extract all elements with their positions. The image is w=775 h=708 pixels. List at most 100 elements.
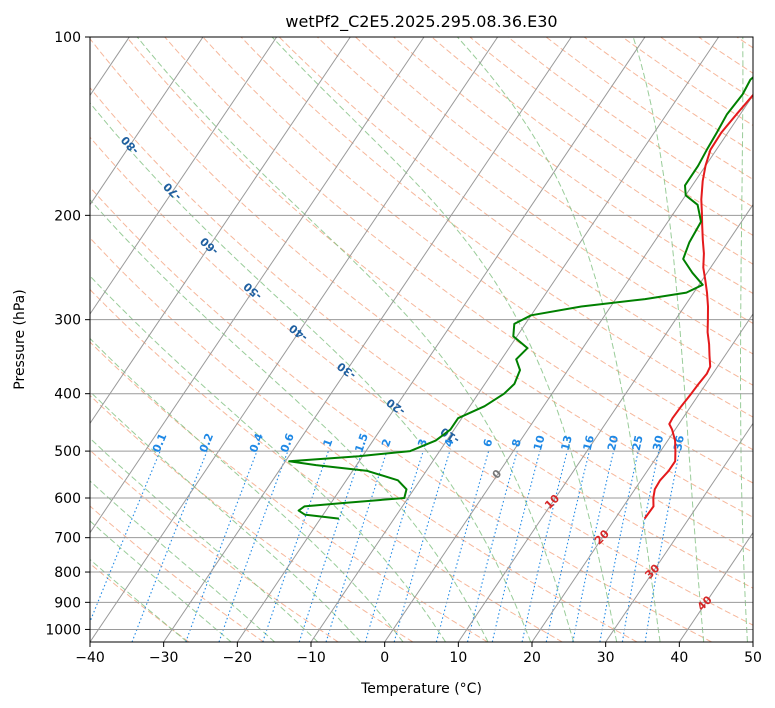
mixing-ratio-label: 16 bbox=[581, 434, 597, 452]
moist-adiabat-line bbox=[740, 37, 748, 642]
isotherm-line bbox=[163, 37, 572, 642]
moist-adiabat-line bbox=[632, 37, 705, 642]
dry-adiabat-line bbox=[355, 37, 753, 324]
isotherm-line bbox=[310, 37, 720, 642]
mixing-ratio-line bbox=[262, 450, 329, 642]
mixing-ratio-line bbox=[131, 450, 208, 642]
isotherm-line bbox=[90, 37, 204, 206]
dry-adiabat-line bbox=[90, 37, 753, 553]
x-tick-label: 10 bbox=[449, 650, 467, 666]
isotherm-line bbox=[90, 37, 425, 534]
y-tick-label: 800 bbox=[54, 565, 81, 581]
x-axis-label: Temperature (°C) bbox=[360, 681, 482, 697]
x-tick-label: −20 bbox=[223, 650, 253, 666]
mixing-ratio-label: 10 bbox=[531, 434, 548, 452]
moist-adiabat-line bbox=[90, 337, 404, 642]
mixing-ratio-label: 1.5 bbox=[352, 432, 371, 455]
mixing-ratio-label: 1 bbox=[321, 437, 336, 449]
dry-adiabat-line bbox=[164, 37, 753, 484]
moist-adiabat-line bbox=[90, 199, 489, 642]
isotherm-line bbox=[236, 37, 646, 642]
y-axis-ticks: 100 200 300 400 500 600 700 800 900 1000 bbox=[45, 30, 90, 638]
dry-adiabat-line bbox=[202, 37, 753, 451]
dry-adiabat-line bbox=[90, 86, 753, 589]
x-tick-label: 20 bbox=[523, 650, 541, 666]
mixing-ratio-label: 20 bbox=[605, 434, 621, 452]
mixing-ratio-line bbox=[218, 450, 289, 642]
isotherm-line bbox=[531, 313, 753, 642]
moist-adiabat-line bbox=[271, 37, 618, 642]
x-tick-label: 0 bbox=[380, 650, 389, 666]
mixing-ratio-line bbox=[545, 450, 590, 642]
mixing-ratio-label: 13 bbox=[559, 434, 575, 452]
moist-adiabat-line bbox=[136, 37, 575, 642]
dry-adiabat-line bbox=[90, 562, 190, 642]
y-tick-label: 900 bbox=[54, 595, 81, 611]
x-tick-label: −10 bbox=[296, 650, 326, 666]
x-tick-label: 40 bbox=[670, 650, 688, 666]
x-axis-ticks: −40 −30 −20 −10 0 10 20 30 40 50 bbox=[75, 642, 762, 666]
x-tick-label: −40 bbox=[75, 650, 105, 666]
mixing-ratio-label: 2 bbox=[379, 437, 394, 448]
mixing-ratio-line bbox=[298, 450, 363, 642]
isotherm-line bbox=[605, 422, 753, 642]
mixing-ratio-label: 30 bbox=[650, 434, 666, 452]
isotherm-line bbox=[90, 37, 351, 425]
mixing-ratio-line bbox=[185, 450, 258, 642]
mixing-ratio-line bbox=[364, 450, 424, 642]
y-tick-label: 500 bbox=[54, 444, 81, 460]
y-tick-label: 200 bbox=[54, 208, 81, 224]
y-tick-label: 600 bbox=[54, 491, 81, 507]
dry-adiabat-line bbox=[90, 288, 563, 642]
moist-adiabat-line bbox=[90, 437, 319, 642]
mixing-ratio-label: 8 bbox=[509, 438, 524, 449]
dry-adiabat-label: -100 bbox=[20, 54, 47, 84]
dry-adiabat-line bbox=[278, 37, 753, 386]
moist-adiabat-line bbox=[90, 558, 188, 642]
x-tick-label: −30 bbox=[149, 650, 179, 666]
mixing-ratio-line bbox=[466, 450, 518, 642]
dewpoint-line bbox=[288, 76, 753, 520]
mixing-ratio-label: 25 bbox=[630, 434, 646, 452]
isotherm-line bbox=[752, 641, 753, 642]
y-tick-label: 400 bbox=[54, 387, 81, 403]
isotherm-line bbox=[90, 37, 499, 642]
profile-series bbox=[288, 76, 753, 520]
dry-adiabat-line bbox=[90, 186, 712, 642]
pressure-gridlines bbox=[90, 37, 753, 630]
mixing-ratio-label: 0.6 bbox=[278, 431, 297, 454]
y-tick-label: 300 bbox=[54, 313, 81, 329]
isotherm-line bbox=[457, 203, 753, 642]
moist-adiabat-line bbox=[457, 37, 661, 642]
dry-adiabat-line bbox=[90, 394, 414, 642]
y-tick-label: 700 bbox=[54, 531, 81, 547]
moist-adiabat-line bbox=[90, 275, 446, 642]
dry-adiabat-line bbox=[90, 237, 638, 642]
background-lines bbox=[90, 37, 753, 642]
moist-adiabats bbox=[90, 37, 748, 642]
line-labels: 0.1 0.2 0.4 0.6 1 1.5 2 3 4 6 8 10 13 16 20 25 30 36-100-… bbox=[20, 54, 715, 614]
moist-adiabat-line bbox=[90, 390, 361, 642]
moist-adiabat-line bbox=[90, 102, 532, 642]
dry-adiabats bbox=[90, 37, 753, 642]
moist-adiabat-line bbox=[90, 520, 232, 642]
mixing-ratio-label: 4 bbox=[442, 437, 457, 448]
isotherm-line bbox=[90, 37, 278, 315]
isotherms bbox=[90, 37, 753, 642]
mixing-ratio-line bbox=[325, 450, 388, 642]
mixing-ratio-line bbox=[435, 450, 490, 642]
plot-frame bbox=[89, 36, 754, 643]
y-tick-label: 100 bbox=[54, 30, 81, 46]
dry-adiabat-line bbox=[90, 136, 753, 626]
x-tick-label: 30 bbox=[597, 650, 615, 666]
y-tick-label: 1000 bbox=[45, 622, 81, 638]
isotherm-line bbox=[384, 94, 753, 642]
y-axis-label: Pressure (hPa) bbox=[12, 289, 28, 389]
plot-background bbox=[90, 37, 753, 642]
x-tick-label: 50 bbox=[744, 650, 762, 666]
temperature-line bbox=[643, 93, 753, 520]
mixing-ratio-line bbox=[90, 450, 161, 624]
mixing-ratio-label: 3 bbox=[415, 437, 430, 448]
isotherm-line bbox=[678, 531, 753, 642]
mixing-ratio-line bbox=[521, 450, 568, 642]
